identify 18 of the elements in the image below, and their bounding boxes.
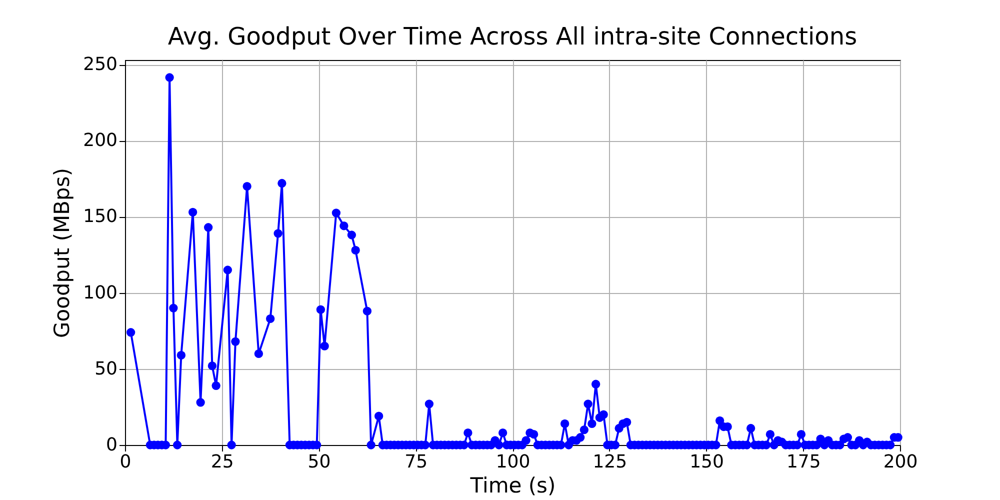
y-tick-label: 50: [94, 358, 118, 380]
y-tick-label: 200: [83, 130, 118, 152]
x-tick-label: 0: [120, 452, 132, 472]
x-tick-label: 175: [786, 452, 821, 472]
x-tick-label: 125: [592, 452, 628, 472]
y-axis-title: Goodput (MBps): [50, 168, 74, 338]
y-tick-label: 0: [106, 434, 118, 456]
x-tick-label: 100: [496, 452, 530, 472]
x-axis-title: Time (s): [469, 474, 556, 498]
x-tick-label: 50: [308, 452, 331, 472]
chart-title: Avg. Goodput Over Time Across All intra-site Connections: [168, 22, 858, 51]
x-tick-label: 150: [690, 452, 724, 472]
x-tick-label: 75: [404, 452, 428, 472]
x-tick-label: 200: [883, 452, 918, 472]
y-tick-label: 250: [83, 54, 118, 76]
x-tick-label: 25: [210, 452, 234, 472]
y-tick-label: 100: [83, 282, 118, 304]
y-tick-label: 150: [83, 206, 118, 228]
